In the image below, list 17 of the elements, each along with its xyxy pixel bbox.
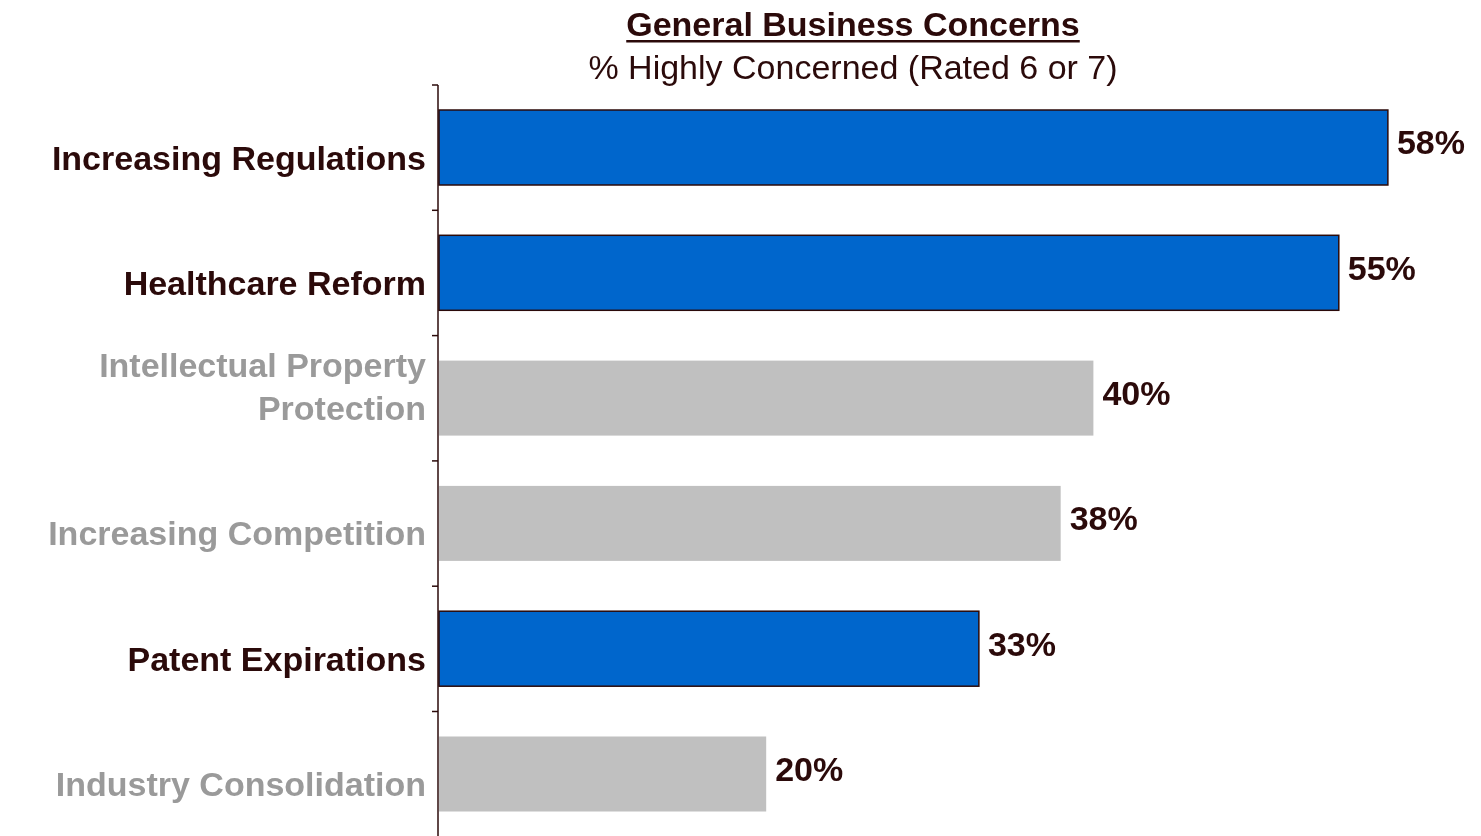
y-tick-label: Healthcare Reform xyxy=(123,263,426,302)
chart-subtitle: % Highly Concerned (Rated 6 or 7) xyxy=(588,48,1118,86)
data-label: 38% xyxy=(1069,499,1138,538)
y-tick-label: Intellectual Property Protection xyxy=(99,346,427,428)
chart-title: General Business Concerns xyxy=(626,5,1080,43)
bar xyxy=(439,736,767,812)
data-label: 55% xyxy=(1347,248,1416,287)
y-tick-label: Patent Expirations xyxy=(127,639,426,678)
y-tick-label: Increasing Competition xyxy=(48,514,426,553)
data-label: 20% xyxy=(775,749,844,788)
data-label: 58% xyxy=(1396,123,1465,162)
data-label: 40% xyxy=(1102,374,1171,413)
data-label: 33% xyxy=(987,624,1056,663)
bar xyxy=(439,360,1094,436)
y-tick-label: Industry Consolidation xyxy=(55,765,426,803)
bar xyxy=(439,485,1061,561)
y-tick-label: Increasing Regulations xyxy=(51,138,426,177)
